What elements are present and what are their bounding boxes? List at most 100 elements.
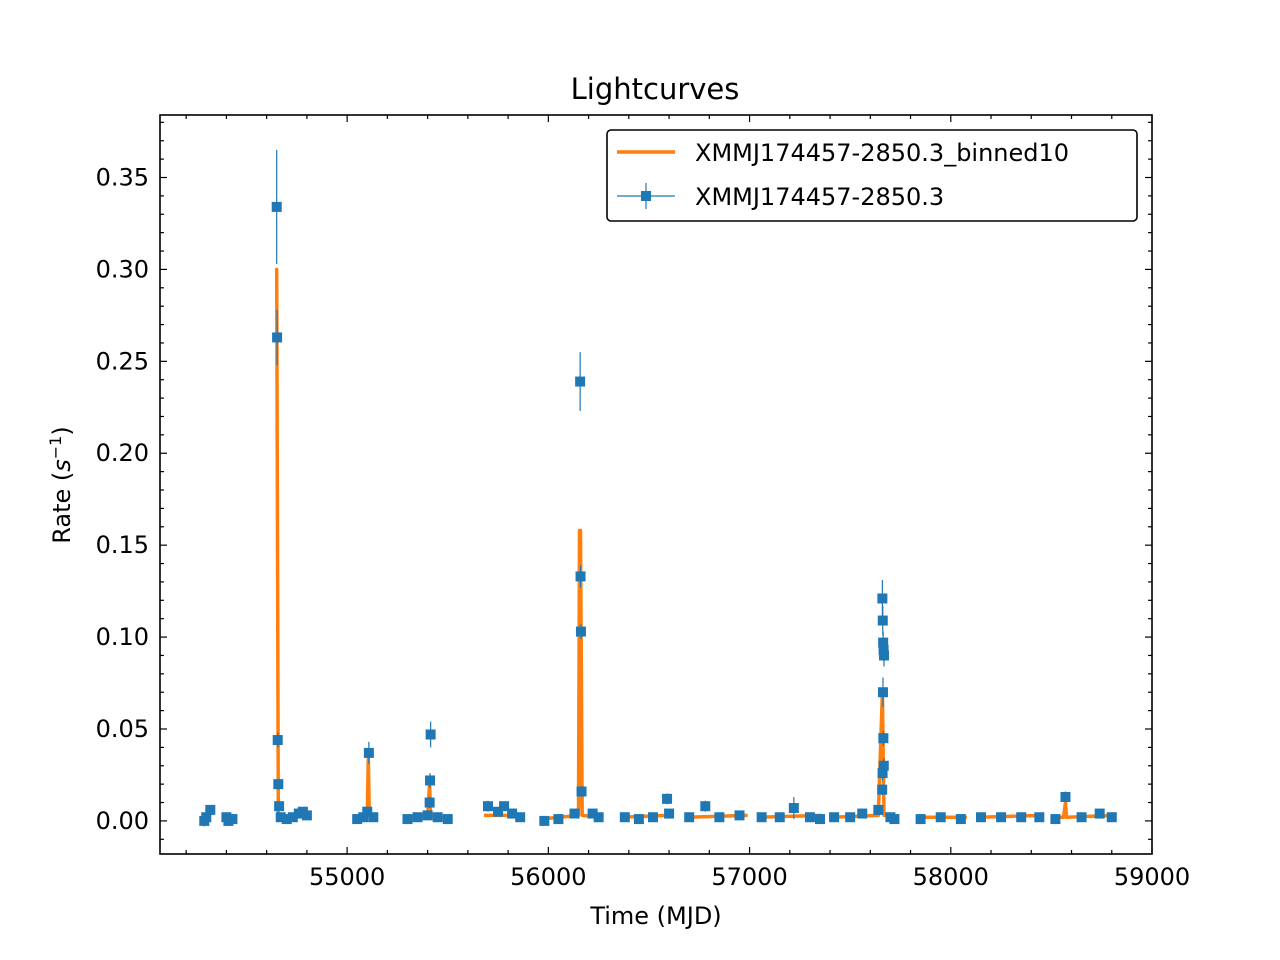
data-point <box>714 812 725 823</box>
point-marker <box>1016 812 1027 823</box>
point-marker <box>575 571 586 582</box>
data-point <box>664 808 675 819</box>
data-point <box>878 730 889 746</box>
x-tick-label: 57000 <box>711 863 787 891</box>
point-marker <box>647 812 658 823</box>
data-point <box>363 741 374 764</box>
point-marker <box>412 812 423 823</box>
data-point <box>553 814 564 825</box>
data-point <box>845 812 856 823</box>
data-point <box>402 814 413 825</box>
data-point <box>273 778 284 790</box>
point-marker <box>422 810 433 821</box>
data-point <box>575 352 586 411</box>
data-point <box>955 814 966 825</box>
data-point <box>1106 812 1117 823</box>
data-point <box>1060 791 1071 803</box>
y-axis-label-suffix: ) <box>48 426 76 435</box>
point-marker <box>857 808 868 819</box>
point-marker <box>271 201 282 212</box>
point-marker <box>877 615 888 626</box>
data-point <box>700 800 711 812</box>
point-marker <box>301 810 312 821</box>
point-marker <box>424 797 435 808</box>
data-point <box>275 812 286 823</box>
data-point <box>362 806 373 817</box>
y-axis-label-exp: −1 <box>46 436 65 460</box>
data-point <box>274 801 285 812</box>
point-marker <box>272 332 283 343</box>
axes-frame <box>159 114 1153 855</box>
legend: XMMJ174457-2850.3_binned10 XMMJ174457-28… <box>606 129 1138 222</box>
point-marker <box>915 814 926 825</box>
data-point <box>587 808 598 819</box>
x-tick-label: 59000 <box>1114 863 1190 891</box>
legend-entry-raw: XMMJ174457-2850.3 <box>695 183 944 211</box>
raw-series <box>199 149 1117 827</box>
data-point <box>272 309 283 366</box>
y-tick-label: 0.00 <box>96 807 149 835</box>
data-point <box>593 812 604 823</box>
point-marker <box>402 814 413 825</box>
data-point <box>1034 812 1045 823</box>
point-marker <box>507 808 518 819</box>
chart-title: Lightcurves <box>571 72 740 106</box>
point-marker <box>684 812 695 823</box>
point-marker <box>539 815 550 826</box>
data-point <box>857 808 868 819</box>
data-point <box>507 808 518 819</box>
point-marker <box>878 650 889 661</box>
data-point <box>774 812 785 823</box>
point-marker <box>1076 812 1087 823</box>
y-tick-label: 0.10 <box>96 623 149 651</box>
data-point <box>877 765 888 781</box>
point-marker <box>619 812 630 823</box>
legend-marker-swatch <box>641 191 651 201</box>
data-point <box>788 797 799 820</box>
point-marker <box>877 768 888 779</box>
y-axis-label: Rate (s−1) <box>46 426 77 544</box>
x-axis: 55000 56000 57000 58000 59000 <box>185 115 1190 891</box>
data-point <box>873 804 884 815</box>
point-marker <box>553 814 564 825</box>
point-marker <box>877 784 888 795</box>
point-marker <box>935 812 946 823</box>
point-marker <box>442 814 453 825</box>
y-tick-label: 0.25 <box>96 347 149 375</box>
data-point <box>633 814 644 825</box>
point-marker <box>1050 814 1061 825</box>
point-marker <box>274 801 285 812</box>
data-point <box>422 810 433 821</box>
point-marker <box>227 814 238 825</box>
data-point <box>287 812 298 823</box>
point-marker <box>425 729 436 740</box>
y-axis: 0.00 0.05 0.10 0.15 0.20 0.25 0.30 0.35 <box>96 121 1152 840</box>
data-point <box>1094 808 1105 819</box>
x-axis-label: Time (MJD) <box>589 902 721 930</box>
data-point <box>499 801 510 812</box>
data-point <box>996 812 1007 823</box>
legend-entry-binned: XMMJ174457-2850.3_binned10 <box>695 139 1069 167</box>
x-tick-label: 58000 <box>913 863 989 891</box>
data-point <box>425 721 436 748</box>
data-point <box>576 785 587 798</box>
data-point <box>575 565 586 588</box>
x-tick-label: 55000 <box>309 863 385 891</box>
data-point <box>878 644 889 667</box>
data-point <box>271 149 282 264</box>
point-marker <box>272 735 283 746</box>
plot-area <box>199 149 1117 827</box>
data-point <box>814 814 825 825</box>
point-marker <box>700 801 711 812</box>
data-point <box>425 773 436 788</box>
point-marker <box>569 808 580 819</box>
data-point <box>569 808 580 819</box>
point-marker <box>804 812 815 823</box>
legend-box <box>606 129 1138 222</box>
data-point <box>877 677 888 707</box>
x-tick-label: 56000 <box>510 863 586 891</box>
data-point <box>1076 812 1087 823</box>
point-marker <box>788 803 799 814</box>
data-point <box>619 812 630 823</box>
data-point <box>1050 814 1061 825</box>
